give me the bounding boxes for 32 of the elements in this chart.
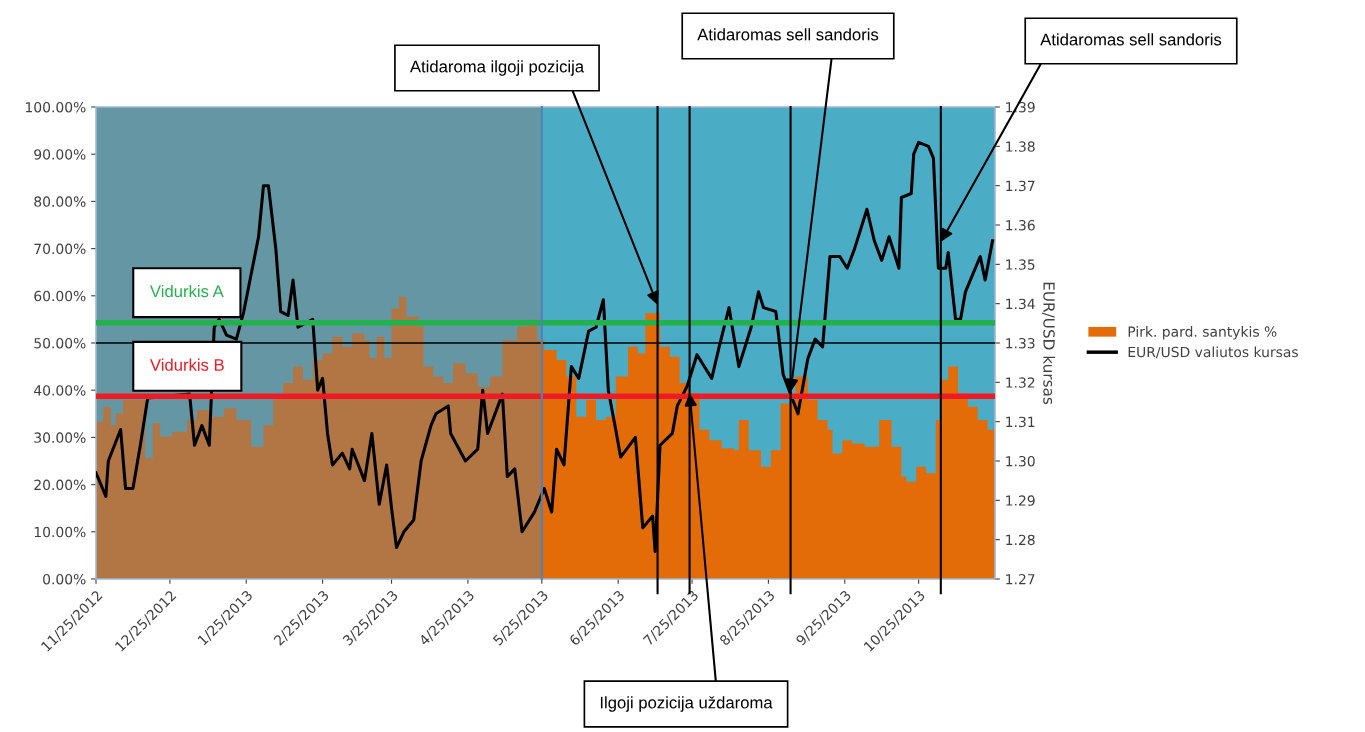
y2-tick-label: 1.31 <box>1006 416 1035 428</box>
y2-tick-label: 1.36 <box>1006 219 1035 231</box>
y-tick-label: 0.00% <box>43 573 86 585</box>
y-tick-label: 50.00% <box>34 337 86 349</box>
y2-tick-label: 1.27 <box>1006 573 1035 585</box>
y2-tick-label: 1.35 <box>1006 259 1035 270</box>
annotation: Atidaroma ilgoji pozicija <box>409 60 585 76</box>
legend-label: Pirk. pard. santykis % <box>1128 326 1277 340</box>
y-tick-label: 30.00% <box>34 432 86 443</box>
y-tick-label: 90.00% <box>34 149 86 160</box>
y2-tick-label: 1.38 <box>1006 141 1035 152</box>
y-tick-label: 100.00% <box>26 101 86 113</box>
y2-tick-label: 1.34 <box>1006 298 1035 310</box>
y-tick-label: 40.00% <box>34 385 86 396</box>
y2-tick-label: 1.29 <box>1006 495 1035 506</box>
y2-tick-label: 1.32 <box>1006 377 1035 388</box>
y2-tick-label: 1.30 <box>1006 455 1035 467</box>
y2-tick-label: 1.33 <box>1006 337 1035 349</box>
y-tick-label: 80.00% <box>34 196 86 207</box>
ref-line-label: Vidurkis A <box>150 284 224 298</box>
y2-tick-label: 1.37 <box>1006 180 1035 192</box>
annotation: Atidaromas sell sandoris <box>1040 33 1222 46</box>
annotation: Atidaromas sell sandoris <box>697 28 879 41</box>
y2-axis-title: EUR/USD kursas <box>1042 282 1056 405</box>
y-tick-label: 70.00% <box>34 243 86 255</box>
y-tick-label: 20.00% <box>34 479 86 491</box>
ref-line-label: Vidurkis B <box>150 358 224 371</box>
annotation: Ilgoji pozicija uždaroma <box>600 696 773 712</box>
y-tick-label: 60.00% <box>34 290 86 302</box>
legend-label: EUR/USD valiutos kursas <box>1128 346 1298 359</box>
y2-tick-label: 1.28 <box>1006 534 1035 546</box>
y-tick-label: 10.00% <box>34 526 86 538</box>
